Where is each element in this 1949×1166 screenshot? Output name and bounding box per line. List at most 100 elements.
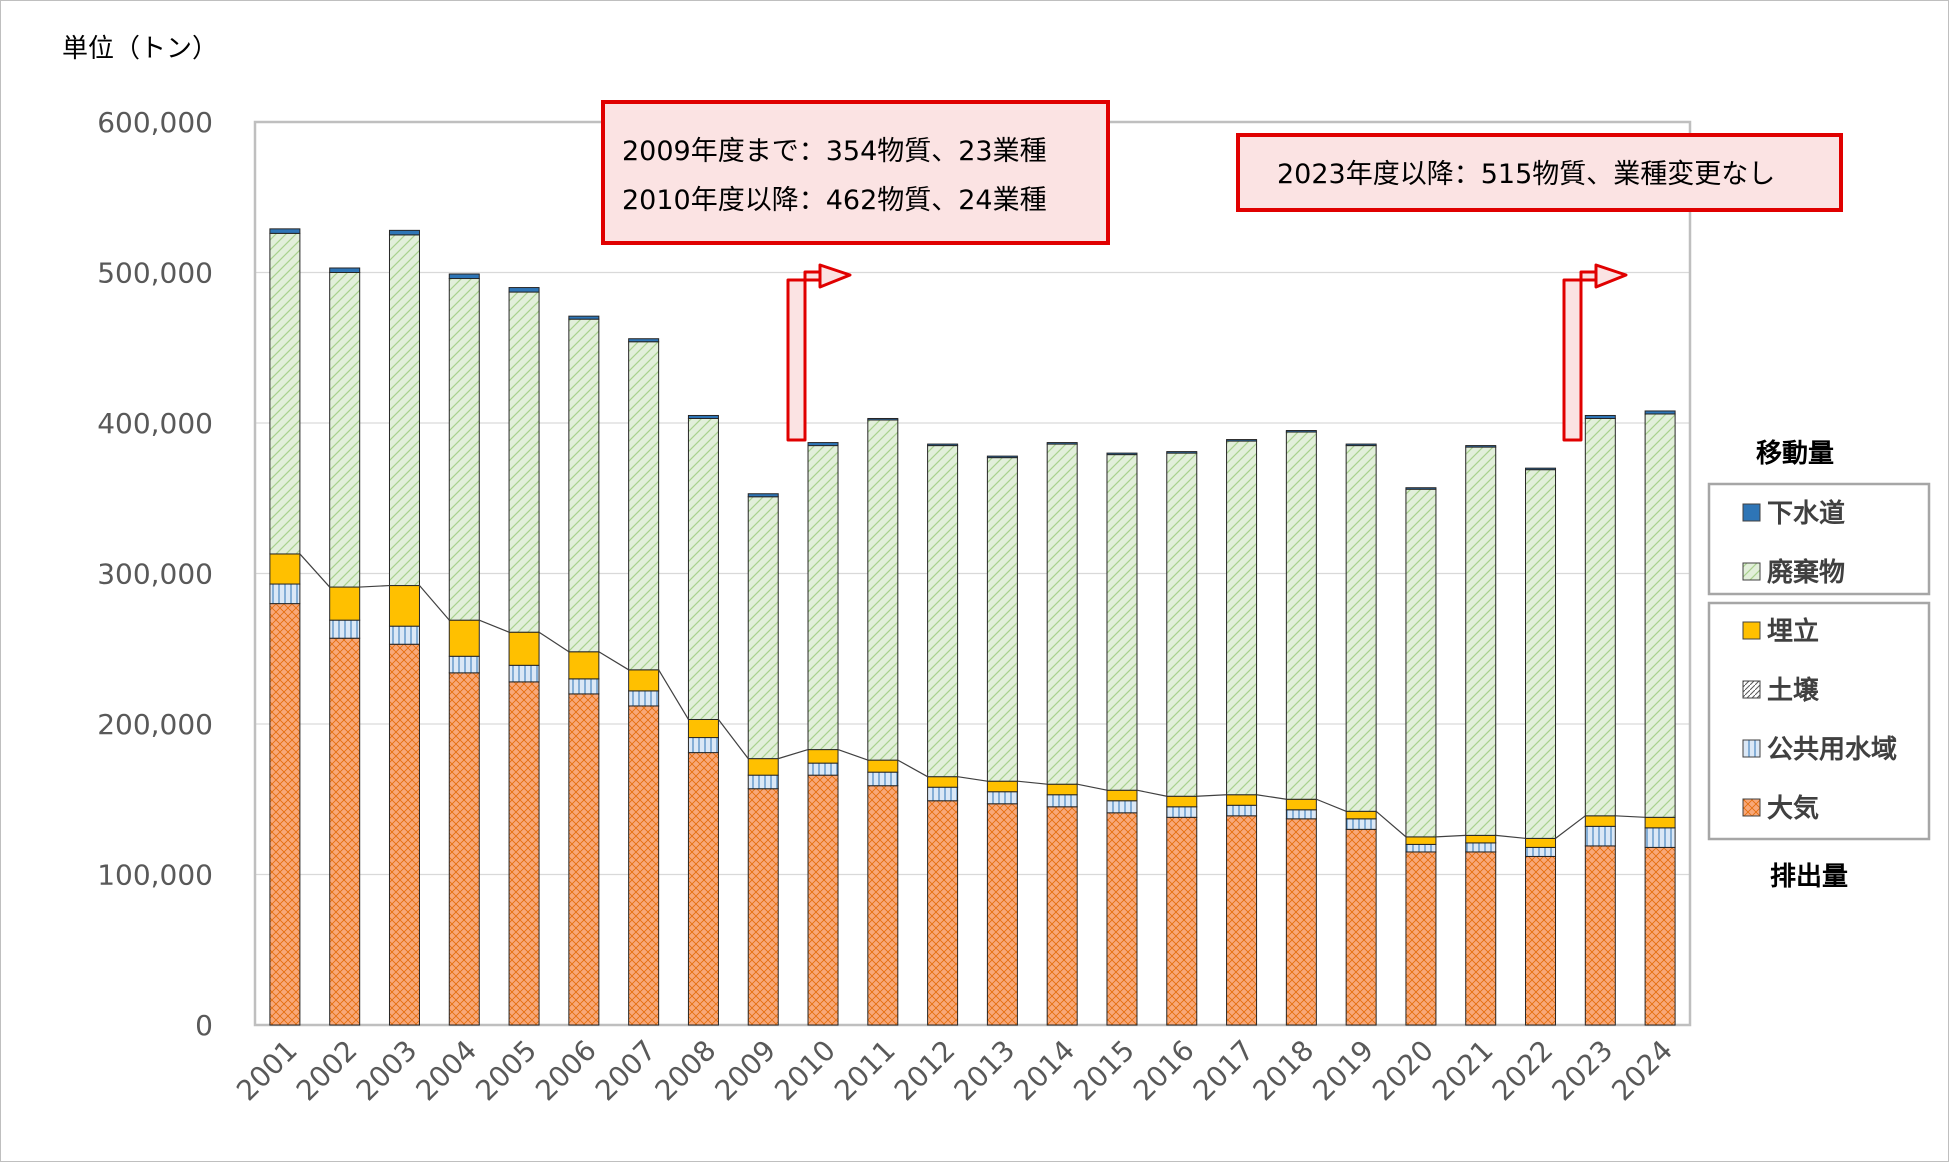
legend-swatch-water	[1742, 739, 1761, 758]
bar-water-2013	[986, 791, 1018, 805]
emission-line-segment	[598, 651, 629, 671]
annotation-2009-line-1: 2009年度まで：354物質、23業種	[622, 136, 1047, 167]
bar-landfill-2006	[568, 651, 600, 680]
bar-air-2002	[329, 637, 361, 1026]
bar-landfill-2008	[687, 718, 719, 739]
bar-stack-2010	[807, 442, 839, 1026]
bar-stack-2014	[1046, 442, 1078, 1026]
emission-line-segment	[1615, 815, 1646, 818]
bar-waste-2007	[628, 341, 660, 671]
legend-label-sewer: 下水道	[1767, 498, 1845, 529]
bar-sewer-2018	[1285, 430, 1317, 433]
bar-landfill-2024	[1644, 816, 1676, 829]
bar-sewer-2019	[1345, 443, 1377, 447]
bar-air-2024	[1644, 846, 1676, 1026]
emission-line-segment	[359, 584, 390, 588]
bar-sewer-2008	[687, 414, 719, 419]
bar-stack-2019	[1345, 443, 1377, 1026]
emission-line-segment	[897, 759, 928, 778]
bar-landfill-2009	[747, 758, 779, 776]
bar-landfill-2015	[1106, 789, 1138, 802]
bar-waste-2004	[448, 278, 480, 621]
bar-waste-2008	[687, 417, 719, 720]
bar-stack-2009	[747, 493, 779, 1026]
bar-water-2023	[1584, 825, 1616, 847]
bar-sewer-2012	[927, 443, 959, 447]
bar-waste-2019	[1345, 445, 1377, 812]
bar-water-2006	[568, 678, 600, 695]
bar-water-2002	[329, 619, 361, 639]
bar-water-2008	[687, 737, 719, 754]
emission-line-segment	[837, 749, 869, 761]
bar-landfill-2013	[986, 780, 1018, 793]
bar-stack-2016	[1166, 451, 1198, 1026]
bar-air-2014	[1046, 806, 1078, 1026]
bar-waste-2022	[1525, 469, 1557, 839]
bar-waste-2003	[388, 234, 420, 587]
bar-sewer-2014	[1046, 442, 1078, 445]
bar-air-2021	[1465, 851, 1497, 1026]
bar-stack-2012	[927, 443, 959, 1026]
bar-stack-2018	[1285, 430, 1317, 1026]
emission-line-segment	[1555, 815, 1586, 839]
bar-water-2001	[269, 583, 301, 605]
arrow-2023-icon	[1562, 263, 1628, 442]
bar-stack-2005	[508, 287, 540, 1026]
legend-transfer-box	[1707, 482, 1931, 596]
emission-line-segment	[1256, 794, 1287, 800]
bar-sewer-2001	[269, 228, 301, 234]
bar-stack-2004	[448, 273, 480, 1026]
emission-line-segment	[957, 776, 988, 782]
legend-swatch-landfill	[1742, 621, 1761, 640]
legend-emission-box	[1707, 601, 1931, 841]
bar-sewer-2003	[388, 229, 420, 236]
bar-stack-2015	[1106, 452, 1138, 1026]
legend-swatch-air	[1742, 798, 1761, 817]
annotation-2009-line-2: 2010年度以降：462物質、24業種	[622, 185, 1047, 216]
bar-waste-2012	[927, 445, 959, 778]
bar-air-2019	[1345, 828, 1377, 1026]
emission-line-segment	[1077, 783, 1108, 791]
bar-air-2005	[508, 681, 540, 1026]
bar-landfill-2004	[448, 619, 480, 657]
bar-air-2012	[927, 800, 959, 1026]
bar-air-2001	[269, 603, 301, 1026]
bars	[269, 228, 1676, 1026]
bar-stack-2008	[687, 414, 719, 1026]
y-axis-ticks: 0 100,000 200,000 300,000 400,000 500,000 600,…	[97, 106, 213, 1042]
bar-sewer-2002	[329, 267, 361, 273]
y-tick-label: 200,000	[97, 708, 213, 741]
bar-air-2023	[1584, 845, 1616, 1026]
bar-air-2018	[1285, 818, 1317, 1026]
annotation-2009: 2009年度まで：354物質、23業種 2010年度以降：462物質、24業種	[601, 100, 1110, 245]
bar-sewer-2023	[1584, 414, 1616, 419]
bar-air-2009	[747, 788, 779, 1026]
bar-landfill-2023	[1584, 815, 1616, 827]
bar-waste-2002	[329, 272, 361, 588]
emission-total-line	[299, 553, 1646, 839]
bar-waste-2024	[1644, 413, 1676, 818]
bar-waste-2018	[1285, 431, 1317, 800]
bar-landfill-2001	[269, 553, 301, 585]
bar-waste-2016	[1166, 452, 1198, 797]
bar-air-2017	[1226, 815, 1258, 1026]
emission-line-segment	[658, 669, 689, 720]
bar-stack-2003	[388, 229, 420, 1026]
emission-line-segment	[1196, 794, 1227, 797]
bar-sewer-2016	[1166, 451, 1198, 454]
bar-stack-2021	[1465, 445, 1497, 1026]
y-tick-label: 0	[195, 1009, 213, 1042]
bar-stack-2022	[1525, 467, 1557, 1026]
bar-landfill-2007	[628, 669, 660, 692]
emission-line-segment	[299, 553, 331, 588]
bar-landfill-2011	[867, 759, 899, 773]
bar-water-2019	[1345, 818, 1377, 830]
annotation-box-2009	[601, 100, 1110, 245]
bar-landfill-2003	[388, 585, 420, 627]
bar-waste-2013	[986, 457, 1018, 782]
bar-air-2007	[628, 705, 660, 1026]
bar-air-2011	[867, 785, 899, 1026]
bar-stack-2011	[867, 417, 899, 1026]
bar-sewer-2006	[568, 315, 600, 320]
bar-stack-2020	[1405, 487, 1437, 1026]
